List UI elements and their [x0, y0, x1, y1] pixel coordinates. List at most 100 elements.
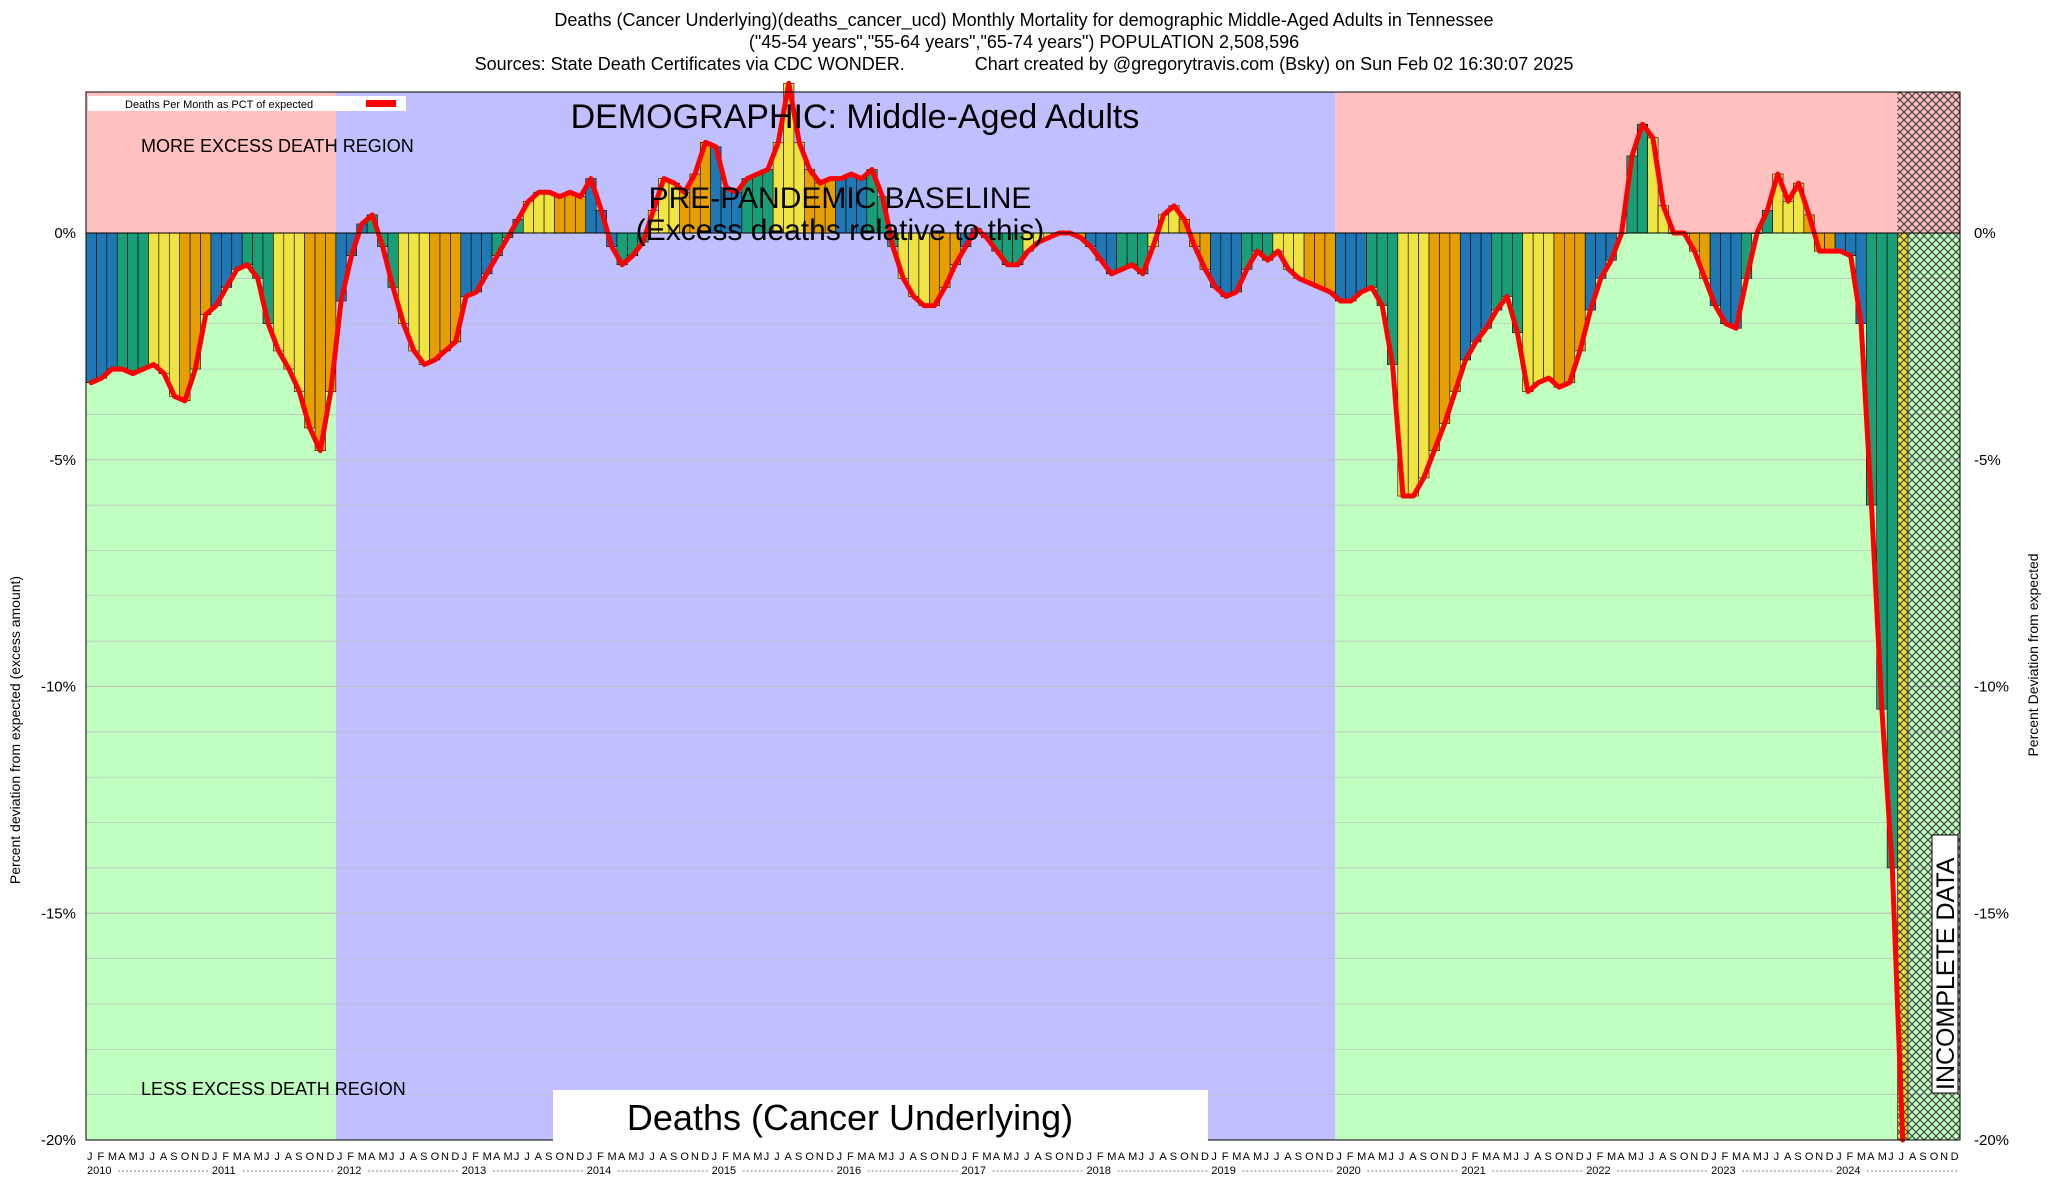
x-tick-month: O [1305, 1151, 1314, 1163]
x-tick-month: J [1711, 1151, 1717, 1163]
x-tick-month: J [1388, 1151, 1394, 1163]
x-tick-month: N [1815, 1151, 1823, 1163]
x-tick-month: N [941, 1151, 949, 1163]
bar [1491, 232, 1503, 311]
y-tick-label-left: 0% [54, 225, 76, 242]
x-tick-month: J [149, 1151, 155, 1163]
x-tick-month: F [97, 1151, 104, 1163]
bar [200, 232, 212, 315]
chart-subtitle: ("45-54 years","55-64 years","65-74 year… [748, 32, 1300, 52]
bar [179, 232, 191, 402]
x-tick-month: D [1826, 1151, 1834, 1163]
x-tick-month: A [1534, 1151, 1542, 1163]
bar [168, 232, 181, 397]
x-tick-year: 2024 [1836, 1165, 1860, 1177]
bar [1355, 232, 1367, 293]
x-tick-month: A [868, 1151, 876, 1163]
x-tick-month: A [160, 1151, 168, 1163]
x-tick-month: M [982, 1151, 991, 1163]
x-tick-month: N [441, 1151, 449, 1163]
legend-swatch [366, 100, 396, 107]
bar [408, 232, 420, 352]
x-tick-month: S [1545, 1151, 1552, 1163]
x-tick-month: F [222, 1151, 229, 1163]
bar [554, 196, 566, 234]
x-tick-month: S [1295, 1151, 1302, 1163]
x-tick-month: M [857, 1151, 866, 1163]
x-tick-month: J [1836, 1151, 1842, 1163]
x-tick-month: A [118, 1151, 126, 1163]
incomplete-data-label: INCOMPLETE DATA [1932, 857, 1960, 1090]
x-tick-month: O [556, 1151, 565, 1163]
x-tick-month: M [108, 1151, 117, 1163]
bar [85, 232, 97, 383]
y-tick-label-left: -20% [41, 1132, 76, 1149]
bar [1428, 232, 1440, 451]
bar [304, 232, 316, 429]
bar [1407, 232, 1419, 497]
x-tick-month: M [1003, 1151, 1012, 1163]
x-tick-month: J [1524, 1151, 1530, 1163]
bar [1459, 232, 1471, 361]
bar [1126, 232, 1138, 266]
x-tick-month: J [524, 1151, 530, 1163]
chart-title: Deaths (Cancer Underlying)(deaths_cancer… [554, 10, 1494, 30]
x-tick-month: M [1357, 1151, 1366, 1163]
x-tick-month: M [1128, 1151, 1137, 1163]
x-tick-month: J [1336, 1151, 1342, 1163]
x-tick-month: J [264, 1151, 270, 1163]
x-tick-month: A [1659, 1151, 1667, 1163]
x-tick-month: M [1753, 1151, 1762, 1163]
bar [1251, 232, 1263, 252]
x-tick-month: F [722, 1151, 729, 1163]
x-tick-month: S [1794, 1151, 1801, 1163]
bar [1782, 200, 1794, 234]
y-tick-label-left: -15% [41, 905, 76, 922]
x-tick-month: J [1399, 1151, 1405, 1163]
x-tick-month: M [1253, 1151, 1262, 1163]
x-tick-month: J [1899, 1151, 1905, 1163]
x-tick-month: J [1638, 1151, 1644, 1163]
x-tick-year: 2023 [1711, 1165, 1735, 1177]
x-tick-month: O [680, 1151, 689, 1163]
x-tick-year: 2016 [837, 1165, 861, 1177]
x-tick-month: M [379, 1151, 388, 1163]
x-tick-month: D [826, 1151, 834, 1163]
bar [1824, 232, 1836, 252]
bar [1324, 232, 1336, 293]
x-tick-month: M [233, 1151, 242, 1163]
x-tick-month: O [1930, 1151, 1939, 1163]
bar [1335, 232, 1347, 302]
x-tick-month: J [587, 1151, 593, 1163]
bar [273, 232, 285, 352]
x-tick-month: J [1586, 1151, 1592, 1163]
x-tick-month: A [1742, 1151, 1750, 1163]
x-tick-month: D [202, 1151, 210, 1163]
x-tick-month: N [1191, 1151, 1199, 1163]
x-tick-month: J [1149, 1151, 1155, 1163]
x-tick-month: M [503, 1151, 512, 1163]
x-tick-month: N [1940, 1151, 1948, 1163]
x-tick-month: J [212, 1151, 218, 1163]
x-tick-month: M [753, 1151, 762, 1163]
less-excess-region-label: LESS EXCESS DEATH REGION [141, 1079, 406, 1099]
x-tick-month: A [660, 1151, 668, 1163]
bar [1543, 232, 1555, 379]
x-tick-month: J [639, 1151, 645, 1163]
x-tick-month: D [576, 1151, 584, 1163]
x-tick-month: A [1368, 1151, 1376, 1163]
x-tick-month: A [285, 1151, 293, 1163]
bar [241, 232, 253, 266]
x-tick-month: A [1243, 1151, 1251, 1163]
x-tick-month: S [420, 1151, 427, 1163]
more-excess-region-label: MORE EXCESS DEATH REGION [141, 136, 414, 156]
x-tick-month: D [1576, 1151, 1584, 1163]
bar [106, 232, 118, 370]
y-tick-label-right: -20% [1974, 1132, 2009, 1149]
x-tick-month: A [1284, 1151, 1292, 1163]
x-tick-month: M [608, 1151, 617, 1163]
bar [283, 232, 295, 370]
x-tick-month: J [1888, 1151, 1894, 1163]
x-tick-month: J [1649, 1151, 1655, 1163]
